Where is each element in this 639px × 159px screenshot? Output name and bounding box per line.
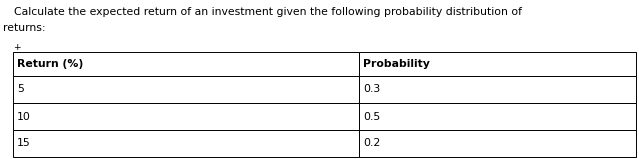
Bar	[13, 76, 358, 103]
Text: Return (%): Return (%)	[17, 59, 83, 69]
Text: 0.3: 0.3	[363, 84, 380, 94]
Text: Probability: Probability	[363, 59, 429, 69]
Bar	[358, 103, 636, 130]
Bar	[13, 103, 358, 130]
Bar	[13, 52, 358, 76]
Text: 0.5: 0.5	[363, 111, 380, 121]
Text: 10: 10	[17, 111, 31, 121]
Text: 5: 5	[17, 84, 24, 94]
Bar	[13, 130, 358, 157]
Bar	[358, 52, 636, 76]
Text: returns:: returns:	[3, 23, 45, 33]
Text: 0.2: 0.2	[363, 138, 380, 149]
Text: +: +	[13, 43, 20, 52]
Text: Calculate the expected return of an investment given the following probability d: Calculate the expected return of an inve…	[0, 7, 522, 17]
Bar	[358, 130, 636, 157]
Bar	[358, 76, 636, 103]
Text: 15: 15	[17, 138, 31, 149]
